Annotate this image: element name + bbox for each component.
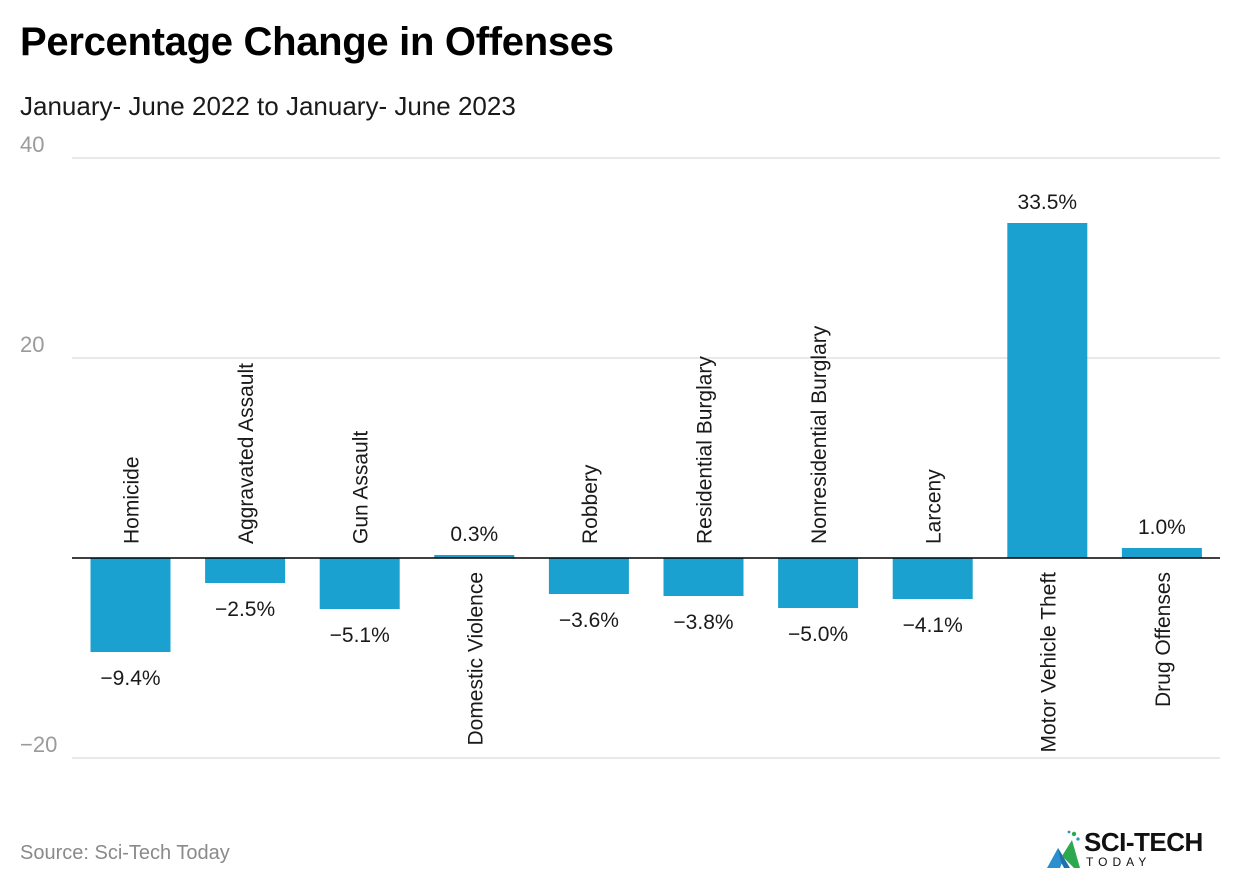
bar (778, 558, 859, 608)
logo-mark-icon (1047, 830, 1080, 868)
y-tick-label: 20 (20, 332, 44, 357)
category-label: Domestic Violence (464, 572, 487, 746)
category-label: Nonresidential Burglary (808, 325, 831, 544)
value-label: −4.1% (903, 614, 963, 637)
category-label: Homicide (121, 456, 144, 544)
value-label: −3.8% (673, 611, 733, 634)
value-label: 0.3% (450, 523, 498, 546)
category-label: Residential Burglary (694, 356, 717, 544)
bar (892, 558, 973, 599)
label-layer: −9.4% Homicide −2.5% Aggravated Assault −5.1… (72, 191, 1220, 753)
value-label: 33.5% (1018, 191, 1078, 214)
chart-title: Percentage Change in Offenses (20, 20, 614, 64)
bar (663, 558, 744, 596)
bar (1121, 548, 1202, 558)
source-note: Source: Sci-Tech Today (20, 842, 230, 864)
value-label: −5.0% (788, 623, 848, 646)
bar (205, 558, 286, 583)
category-label: Drug Offenses (1152, 572, 1175, 707)
grid-layer: 40 20 −20 (20, 132, 1220, 759)
logo-text: SCI-TECH (1084, 827, 1203, 857)
bar (90, 558, 171, 652)
brand-logo: SCI-TECH TODAY (1044, 826, 1224, 872)
chart-subtitle: January- June 2022 to January- June 2023 (20, 91, 516, 121)
bar (319, 558, 400, 609)
bar-layer (90, 223, 1202, 652)
bar (1007, 223, 1088, 558)
bar (434, 555, 515, 558)
category-label: Aggravated Assault (235, 363, 258, 544)
y-tick-label: 40 (20, 132, 44, 157)
category-label: Robbery (579, 464, 602, 544)
value-label: −2.5% (215, 598, 275, 621)
category-label: Larceny (923, 469, 946, 544)
value-label: −5.1% (330, 624, 390, 647)
category-label: Motor Vehicle Theft (1037, 572, 1060, 753)
y-tick-label: −20 (20, 732, 57, 757)
logo-subtext: TODAY (1086, 855, 1152, 869)
value-label: −3.6% (559, 609, 619, 632)
value-label: −9.4% (100, 667, 160, 690)
bar (548, 558, 629, 594)
value-label: 1.0% (1138, 516, 1186, 539)
category-label: Gun Assault (350, 431, 373, 544)
